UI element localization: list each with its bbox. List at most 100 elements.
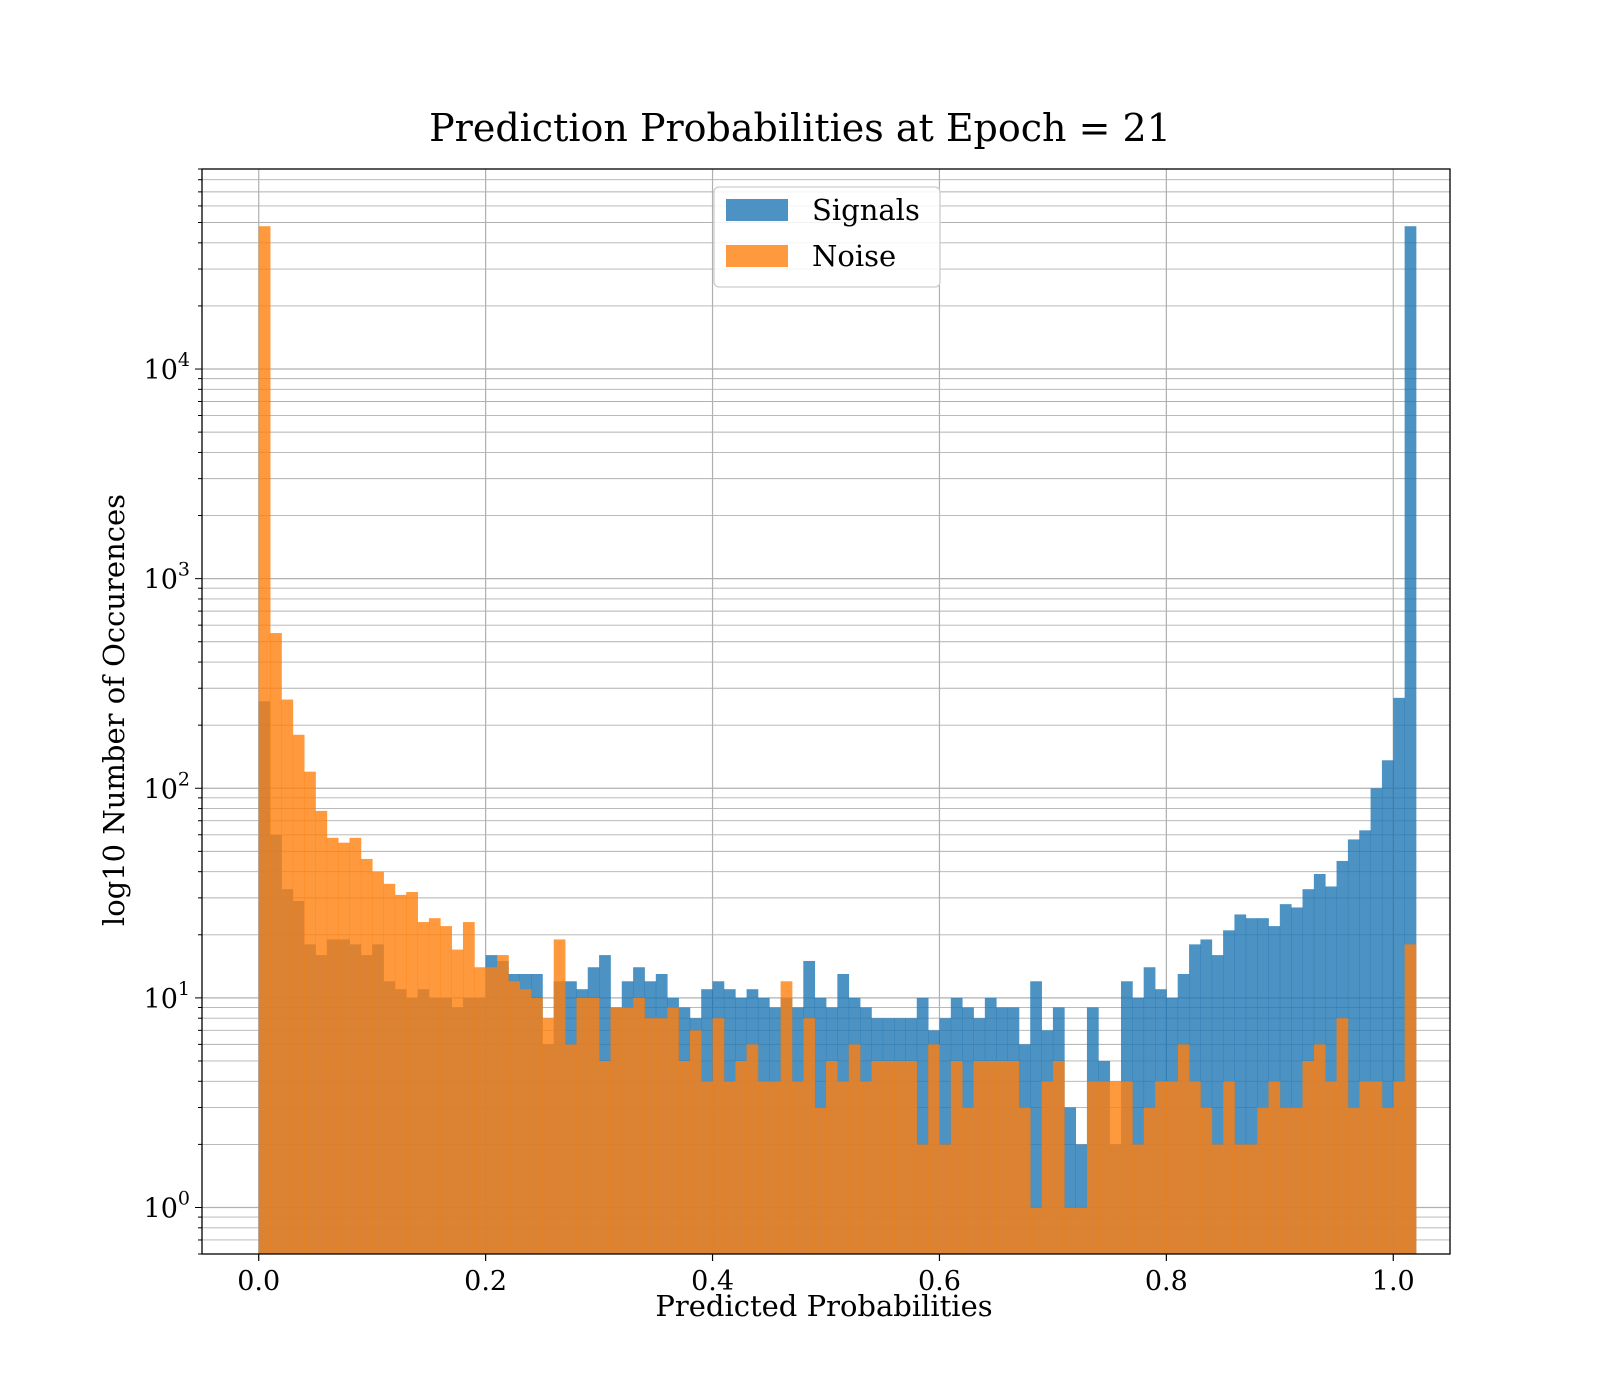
histogram-bar bbox=[1132, 1144, 1145, 1254]
y-tick-label: 102 bbox=[144, 768, 190, 805]
y-tick-label: 101 bbox=[144, 978, 190, 1015]
histogram-bar bbox=[292, 734, 305, 1254]
axis-ticks bbox=[195, 168, 1394, 1261]
histogram-bar bbox=[428, 918, 441, 1254]
histogram-bar bbox=[508, 981, 521, 1254]
histogram-bar bbox=[871, 1060, 884, 1254]
histogram-bar bbox=[1359, 830, 1371, 1254]
histogram-bar bbox=[689, 1030, 702, 1254]
histogram-bar bbox=[372, 871, 384, 1254]
histogram-bar bbox=[621, 1007, 634, 1254]
histogram-bar bbox=[1370, 788, 1383, 1254]
histogram-bar bbox=[519, 989, 532, 1254]
histogram-bar bbox=[349, 837, 362, 1254]
histogram-bar bbox=[531, 997, 543, 1254]
histogram-bar bbox=[576, 997, 589, 1254]
histogram-bar bbox=[791, 1081, 804, 1254]
histogram-bar bbox=[610, 1007, 623, 1254]
histogram-bar bbox=[1143, 1107, 1156, 1254]
histogram-bar bbox=[905, 1060, 918, 1254]
histogram-bar bbox=[1155, 1081, 1167, 1254]
histogram-bar bbox=[1302, 1060, 1315, 1254]
histogram-bar bbox=[406, 891, 418, 1254]
histogram-bar bbox=[1018, 1107, 1031, 1254]
legend-label: Noise bbox=[812, 239, 896, 273]
histogram-bar bbox=[894, 1060, 906, 1254]
legend-swatch bbox=[726, 245, 788, 267]
histogram-bar bbox=[1347, 839, 1360, 1254]
histogram-bar bbox=[258, 226, 271, 1255]
histogram-bar bbox=[360, 858, 373, 1254]
histogram-bar bbox=[1325, 886, 1337, 1254]
histogram-bar bbox=[553, 939, 566, 1254]
histogram-bar bbox=[1109, 1081, 1122, 1254]
histogram-bar bbox=[735, 1060, 747, 1254]
histogram-bar bbox=[1120, 1081, 1133, 1254]
histogram-bar bbox=[882, 1060, 895, 1254]
x-axis-label: Predicted Probabilities bbox=[655, 1289, 992, 1323]
histogram-bar bbox=[326, 837, 339, 1254]
histogram-bar bbox=[655, 1018, 668, 1254]
plot-frame bbox=[201, 168, 1451, 1255]
histogram-bar bbox=[394, 894, 407, 1254]
chart-title: Prediction Probabilities at Epoch = 21 bbox=[429, 106, 1171, 150]
histogram-bar bbox=[1325, 1081, 1337, 1254]
x-tick-label: 0.8 bbox=[1145, 1266, 1188, 1297]
histogram-bar bbox=[826, 1060, 838, 1254]
histogram-bar bbox=[1245, 1144, 1258, 1254]
histogram-bar bbox=[837, 1081, 850, 1254]
histogram-bar bbox=[1347, 1107, 1360, 1254]
histogram-bar bbox=[1393, 1081, 1406, 1254]
histogram-bar bbox=[1052, 1060, 1065, 1254]
histogram-bar bbox=[633, 997, 645, 1254]
histogram-bar bbox=[1211, 955, 1224, 1254]
histogram-bar bbox=[1075, 1144, 1088, 1254]
x-tick-label: 0.2 bbox=[464, 1266, 507, 1297]
histogram-bar bbox=[542, 1018, 555, 1254]
y-tick-label: 104 bbox=[144, 349, 190, 386]
histogram-bar bbox=[723, 1081, 736, 1254]
histogram-bar bbox=[1189, 1081, 1201, 1254]
histogram-bar bbox=[1030, 1207, 1042, 1254]
histogram-bar bbox=[565, 1044, 577, 1254]
x-tick-label: 0.0 bbox=[237, 1266, 280, 1297]
series-2-bars bbox=[258, 226, 1417, 1255]
histogram-bar bbox=[1098, 1081, 1111, 1254]
histogram-bar bbox=[769, 1081, 782, 1254]
histogram-bar bbox=[485, 967, 498, 1254]
histogram-bar bbox=[667, 1007, 679, 1254]
histogram-bar bbox=[315, 810, 328, 1254]
histogram-bar bbox=[712, 1018, 725, 1254]
y-axis-label: log10 Number of Occurences bbox=[97, 494, 131, 926]
histogram-bar bbox=[1007, 1060, 1020, 1254]
y-tick-label: 100 bbox=[144, 1187, 190, 1224]
histogram-bar bbox=[599, 1060, 611, 1254]
histogram-bar bbox=[950, 1060, 963, 1254]
histogram-bar bbox=[587, 997, 600, 1254]
histogram-bar bbox=[451, 949, 464, 1254]
histogram-bar bbox=[1404, 226, 1417, 1255]
histogram-bar bbox=[757, 1081, 770, 1254]
histogram-bar bbox=[803, 1018, 816, 1254]
histogram-bar bbox=[1177, 1044, 1190, 1254]
y-tick-labels: 100 101 102 103 104 bbox=[144, 349, 190, 1224]
histogram-bar bbox=[474, 967, 487, 1254]
histogram-bar bbox=[1257, 918, 1269, 1254]
histogram-bar bbox=[1404, 944, 1417, 1254]
histogram-bar bbox=[440, 926, 452, 1254]
histogram-bar bbox=[281, 699, 294, 1254]
histogram-bar bbox=[984, 1060, 997, 1254]
histogram-bar bbox=[304, 771, 316, 1254]
x-tick-labels: 0.0 0.2 0.4 0.6 0.8 1.0 bbox=[237, 1266, 1414, 1297]
x-tick-label: 1.0 bbox=[1372, 1266, 1415, 1297]
histogram-bar bbox=[848, 1044, 861, 1254]
histogram-bar bbox=[1075, 1207, 1088, 1254]
histogram-bar bbox=[1200, 1107, 1213, 1254]
histogram-bar bbox=[1041, 1081, 1054, 1254]
histogram-bar bbox=[383, 883, 396, 1254]
histogram-bar bbox=[1257, 1107, 1269, 1254]
histogram-bar bbox=[814, 1107, 827, 1254]
histogram-bar bbox=[1030, 981, 1042, 1254]
histogram-bar bbox=[1086, 1081, 1099, 1254]
